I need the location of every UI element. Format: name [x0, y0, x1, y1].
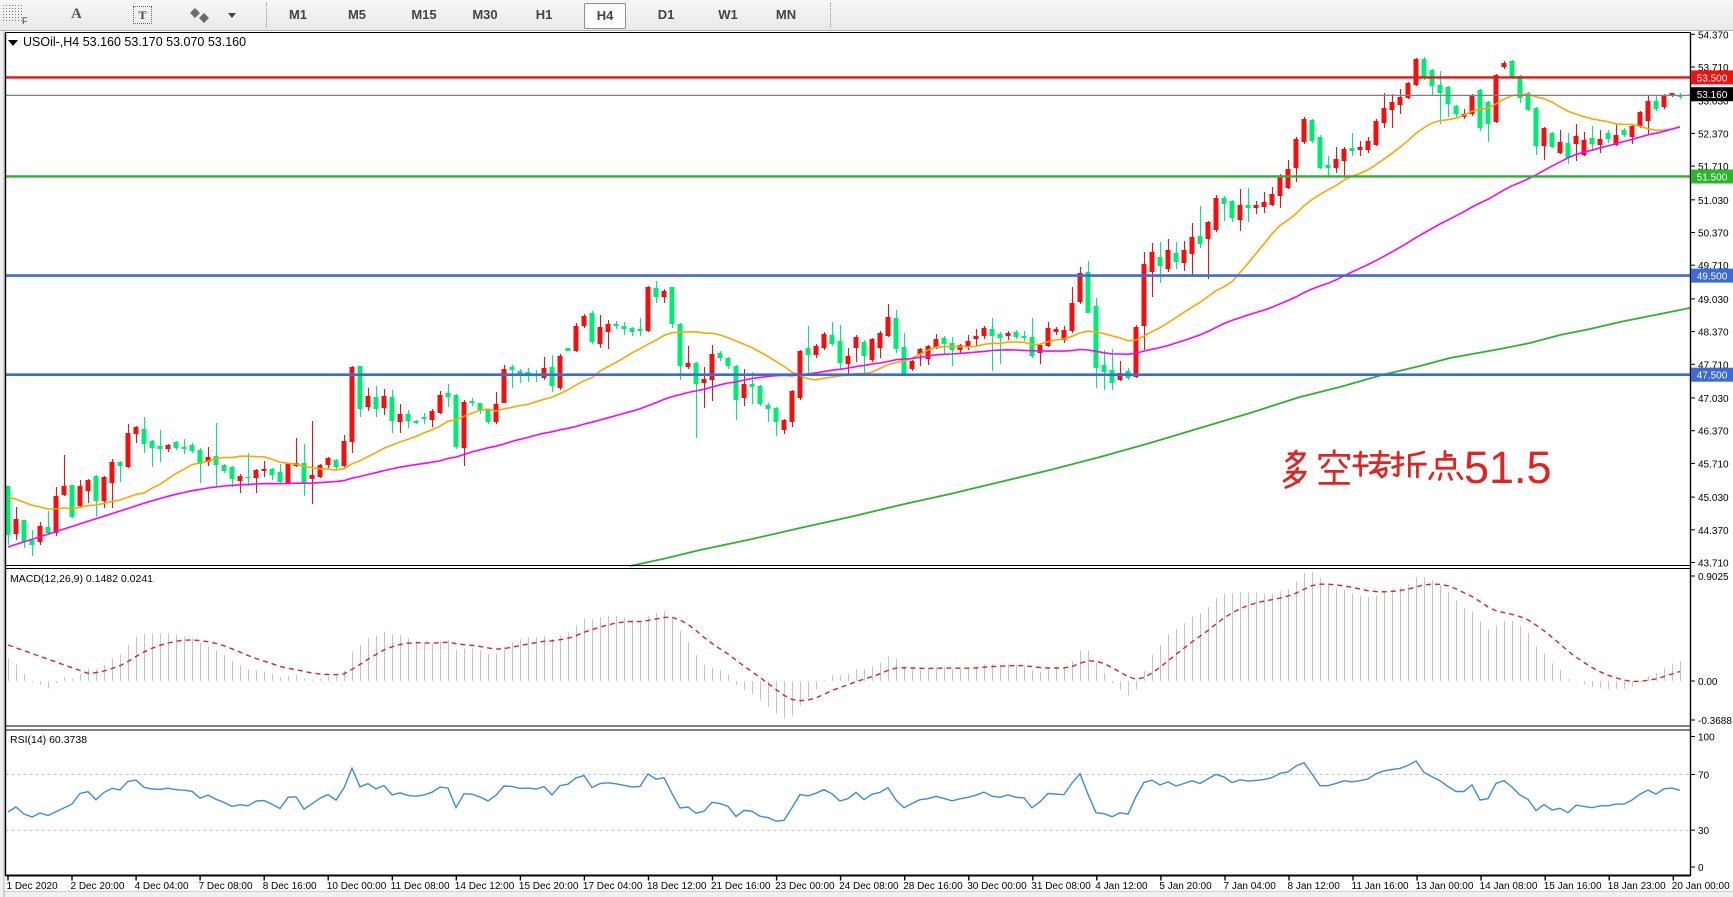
svg-text:23 Dec 00:00: 23 Dec 00:00 — [775, 881, 835, 892]
svg-text:RSI(14) 60.3738: RSI(14) 60.3738 — [10, 734, 87, 746]
svg-text:14 Dec 12:00: 14 Dec 12:00 — [455, 881, 515, 892]
svg-text:51.500: 51.500 — [1697, 173, 1728, 184]
svg-text:47.500: 47.500 — [1697, 371, 1728, 382]
svg-text:30 Dec 00:00: 30 Dec 00:00 — [967, 881, 1027, 892]
svg-text:18 Dec 12:00: 18 Dec 12:00 — [647, 881, 707, 892]
svg-text:45.030: 45.030 — [1698, 493, 1729, 504]
svg-text:51.5: 51.5 — [1464, 442, 1552, 493]
svg-text:47.030: 47.030 — [1698, 394, 1729, 405]
svg-text:14 Jan 08:00: 14 Jan 08:00 — [1480, 881, 1538, 892]
svg-text:53.500: 53.500 — [1697, 73, 1728, 84]
svg-text:USOil-,H4 53.160 53.170 53.07: USOil-,H4 53.160 53.170 53.070 53.160 — [23, 35, 246, 49]
svg-text:10 Dec 00:00: 10 Dec 00:00 — [327, 881, 387, 892]
svg-text:0: 0 — [1698, 863, 1704, 874]
svg-text:53.710: 53.710 — [1698, 63, 1729, 74]
svg-text:28 Dec 16:00: 28 Dec 16:00 — [903, 881, 963, 892]
svg-text:MACD(12,26,9) 0.1482 0.0241: MACD(12,26,9) 0.1482 0.0241 — [10, 573, 153, 585]
svg-text:13 Jan 00:00: 13 Jan 00:00 — [1416, 881, 1474, 892]
svg-text:53.160: 53.160 — [1697, 90, 1728, 101]
svg-text:49.710: 49.710 — [1698, 261, 1729, 272]
svg-text:30: 30 — [1698, 826, 1710, 837]
svg-text:11 Dec 08:00: 11 Dec 08:00 — [391, 881, 450, 892]
svg-text:49.030: 49.030 — [1698, 295, 1729, 306]
svg-text:1 Dec 2020: 1 Dec 2020 — [7, 881, 59, 892]
svg-text:44.370: 44.370 — [1698, 526, 1729, 537]
svg-text:48.370: 48.370 — [1698, 328, 1729, 339]
svg-text:50.370: 50.370 — [1698, 229, 1729, 240]
svg-text:46.370: 46.370 — [1698, 427, 1729, 438]
svg-text:17 Dec 04:00: 17 Dec 04:00 — [583, 881, 643, 892]
svg-text:100: 100 — [1698, 733, 1715, 744]
svg-text:31 Dec 08:00: 31 Dec 08:00 — [1031, 881, 1091, 892]
svg-text:47.710: 47.710 — [1698, 360, 1729, 371]
svg-text:52.370: 52.370 — [1698, 129, 1729, 140]
svg-text:15 Dec 20:00: 15 Dec 20:00 — [519, 881, 579, 892]
svg-text:2 Dec 20:00: 2 Dec 20:00 — [71, 881, 125, 892]
svg-text:18 Jan 23:00: 18 Jan 23:00 — [1608, 881, 1666, 892]
svg-text:51.710: 51.710 — [1698, 162, 1729, 173]
svg-text:-0.3688: -0.3688 — [1698, 716, 1732, 727]
svg-text:5 Jan 20:00: 5 Jan 20:00 — [1159, 881, 1212, 892]
svg-text:20 Jan 00:00: 20 Jan 00:00 — [1672, 881, 1730, 892]
svg-text:45.710: 45.710 — [1698, 459, 1729, 470]
svg-text:4 Dec 04:00: 4 Dec 04:00 — [135, 881, 189, 892]
svg-text:7 Jan 04:00: 7 Jan 04:00 — [1224, 881, 1277, 892]
svg-text:70: 70 — [1698, 771, 1710, 782]
svg-text:21 Dec 16:00: 21 Dec 16:00 — [711, 881, 771, 892]
svg-text:53.030: 53.030 — [1698, 97, 1729, 108]
svg-text:11 Jan 16:00: 11 Jan 16:00 — [1352, 881, 1410, 892]
svg-text:7 Dec 08:00: 7 Dec 08:00 — [199, 881, 253, 892]
svg-text:54.370: 54.370 — [1698, 30, 1729, 41]
svg-text:8 Dec 16:00: 8 Dec 16:00 — [263, 881, 317, 892]
svg-text:0.00: 0.00 — [1698, 677, 1718, 688]
svg-text:4 Jan 12:00: 4 Jan 12:00 — [1095, 881, 1148, 892]
svg-text:43.710: 43.710 — [1698, 559, 1729, 570]
svg-text:49.500: 49.500 — [1697, 272, 1728, 283]
svg-text:8 Jan 12:00: 8 Jan 12:00 — [1288, 881, 1341, 892]
svg-text:51.030: 51.030 — [1698, 196, 1729, 207]
svg-text:24 Dec 08:00: 24 Dec 08:00 — [839, 881, 899, 892]
svg-text:0.9025: 0.9025 — [1698, 572, 1729, 583]
svg-text:15 Jan 16:00: 15 Jan 16:00 — [1544, 881, 1602, 892]
